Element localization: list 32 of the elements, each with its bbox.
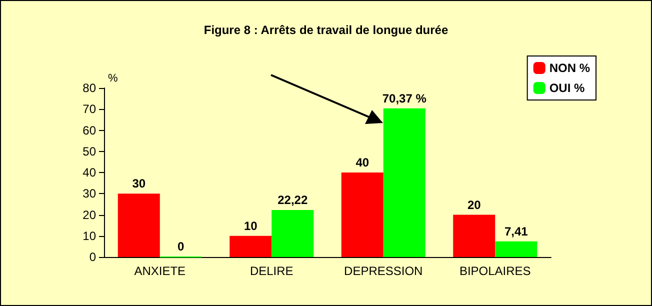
data-label: 10 bbox=[244, 218, 258, 233]
bar bbox=[272, 210, 314, 257]
y-tick-label: 20 bbox=[82, 208, 96, 222]
chart-title: Figure 8 : Arrêts de travail de longue durée bbox=[204, 23, 448, 37]
data-label: 0 bbox=[178, 240, 185, 254]
data-label: 22,22 bbox=[278, 193, 308, 208]
legend-label: NON % bbox=[549, 61, 590, 75]
data-label: 40 bbox=[356, 156, 370, 170]
bar bbox=[495, 241, 538, 257]
y-tick-label: 50 bbox=[82, 144, 96, 158]
y-tick-label: 0 bbox=[89, 250, 96, 264]
y-axis-title: % bbox=[108, 72, 118, 84]
data-label: 70,37 % bbox=[382, 91, 427, 106]
data-label: 7,41 bbox=[504, 224, 528, 238]
y-tick-label: 40 bbox=[82, 166, 96, 180]
bar bbox=[230, 236, 272, 257]
y-tick-label: 10 bbox=[82, 228, 96, 243]
y-tick-label: 80 bbox=[82, 81, 96, 95]
bar bbox=[453, 214, 496, 257]
x-tick-label: BIPOLAIRES bbox=[459, 264, 531, 278]
y-tick-label: 60 bbox=[82, 123, 96, 138]
x-tick-label: DELIRE bbox=[250, 264, 294, 278]
legend-label: OUI % bbox=[549, 81, 585, 95]
bar bbox=[118, 194, 160, 257]
y-tick-label: 70 bbox=[82, 102, 96, 116]
data-label: 30 bbox=[132, 176, 146, 191]
x-tick-label: DEPRESSION bbox=[344, 264, 423, 278]
bar bbox=[383, 108, 426, 257]
x-tick-label: ANXIETE bbox=[134, 264, 186, 278]
data-label: 20 bbox=[467, 198, 482, 212]
bar bbox=[341, 172, 384, 257]
y-tick-label: 30 bbox=[82, 186, 96, 201]
